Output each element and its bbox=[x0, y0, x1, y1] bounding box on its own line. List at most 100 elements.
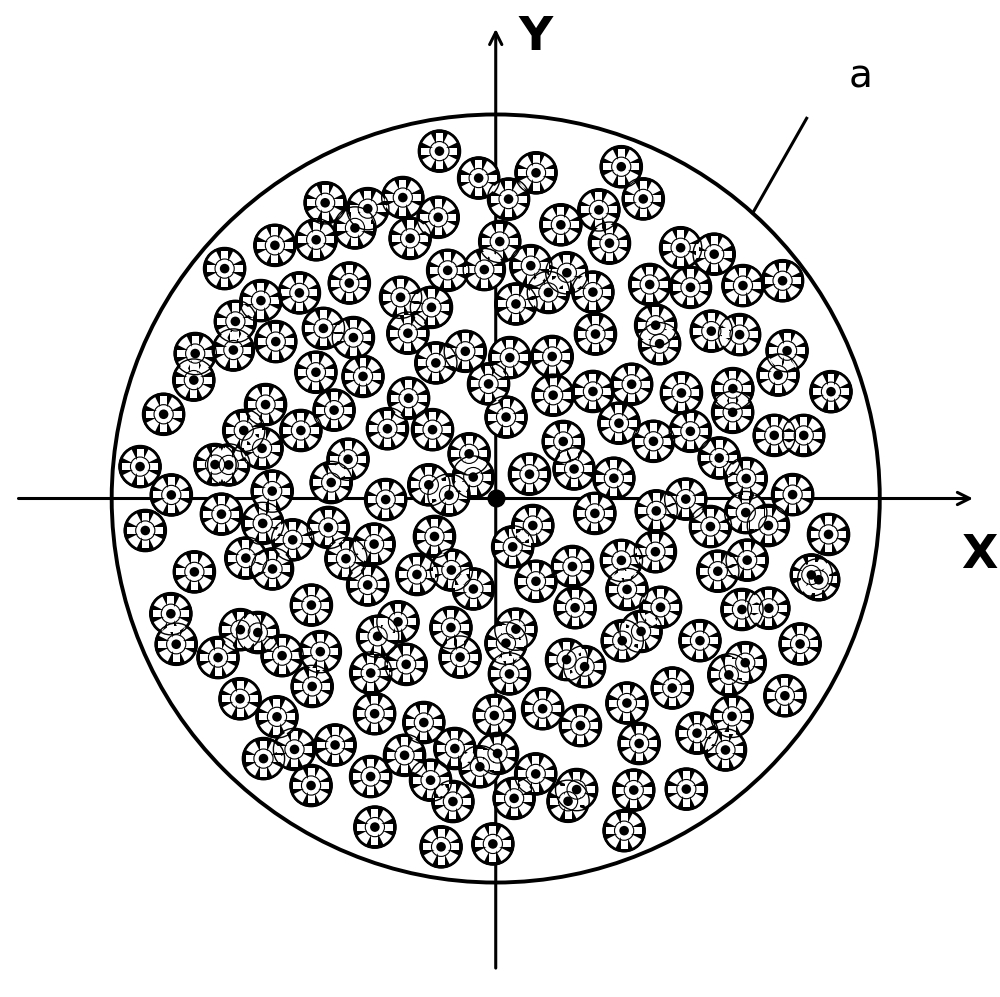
Circle shape bbox=[588, 222, 631, 264]
Circle shape bbox=[741, 507, 751, 517]
FancyArrow shape bbox=[312, 354, 319, 390]
Wedge shape bbox=[245, 449, 262, 466]
Circle shape bbox=[373, 631, 382, 641]
Circle shape bbox=[389, 217, 431, 259]
Circle shape bbox=[383, 424, 392, 434]
Wedge shape bbox=[604, 150, 621, 166]
Wedge shape bbox=[424, 706, 441, 723]
FancyArrow shape bbox=[364, 190, 371, 226]
Wedge shape bbox=[317, 410, 334, 428]
Wedge shape bbox=[434, 610, 451, 627]
FancyArrow shape bbox=[399, 179, 406, 215]
Wedge shape bbox=[223, 630, 240, 647]
Wedge shape bbox=[701, 554, 718, 571]
Circle shape bbox=[213, 653, 223, 662]
Circle shape bbox=[444, 330, 486, 373]
Wedge shape bbox=[716, 413, 733, 430]
FancyArrow shape bbox=[581, 649, 588, 685]
Wedge shape bbox=[550, 273, 567, 290]
Wedge shape bbox=[325, 202, 342, 220]
Wedge shape bbox=[265, 638, 282, 656]
FancyArrow shape bbox=[572, 590, 579, 626]
FancyArrow shape bbox=[317, 742, 353, 749]
Circle shape bbox=[718, 313, 761, 356]
Wedge shape bbox=[398, 622, 415, 639]
Wedge shape bbox=[387, 756, 405, 773]
Wedge shape bbox=[223, 612, 240, 630]
Wedge shape bbox=[284, 414, 301, 431]
FancyArrow shape bbox=[207, 265, 243, 272]
FancyArrow shape bbox=[632, 281, 668, 288]
Circle shape bbox=[748, 587, 790, 629]
Wedge shape bbox=[761, 375, 778, 392]
Wedge shape bbox=[378, 636, 395, 653]
Circle shape bbox=[712, 391, 754, 434]
Wedge shape bbox=[595, 513, 612, 530]
Wedge shape bbox=[354, 656, 371, 673]
Circle shape bbox=[241, 553, 251, 563]
FancyArrow shape bbox=[255, 565, 290, 572]
Circle shape bbox=[686, 282, 695, 292]
Wedge shape bbox=[212, 465, 229, 482]
Circle shape bbox=[532, 374, 574, 417]
Wedge shape bbox=[403, 180, 420, 197]
Wedge shape bbox=[261, 301, 278, 318]
Circle shape bbox=[725, 458, 767, 499]
Wedge shape bbox=[664, 393, 681, 410]
Wedge shape bbox=[178, 354, 195, 371]
Wedge shape bbox=[506, 626, 523, 643]
Wedge shape bbox=[672, 688, 689, 705]
FancyArrow shape bbox=[357, 710, 393, 717]
Wedge shape bbox=[793, 478, 810, 495]
Wedge shape bbox=[469, 437, 486, 454]
Circle shape bbox=[277, 651, 287, 660]
FancyArrow shape bbox=[297, 413, 304, 449]
FancyArrow shape bbox=[371, 810, 378, 845]
FancyArrow shape bbox=[225, 447, 232, 483]
Circle shape bbox=[572, 370, 614, 413]
Circle shape bbox=[563, 645, 606, 688]
Wedge shape bbox=[673, 287, 690, 304]
FancyArrow shape bbox=[619, 623, 626, 659]
FancyArrow shape bbox=[269, 551, 276, 587]
Wedge shape bbox=[770, 334, 787, 351]
Wedge shape bbox=[212, 448, 229, 465]
Wedge shape bbox=[433, 413, 450, 430]
FancyArrow shape bbox=[433, 624, 469, 631]
Wedge shape bbox=[489, 643, 506, 660]
Circle shape bbox=[677, 388, 686, 398]
Wedge shape bbox=[536, 395, 553, 413]
FancyArrow shape bbox=[682, 482, 689, 517]
FancyArrow shape bbox=[197, 461, 233, 468]
Circle shape bbox=[349, 333, 358, 342]
Wedge shape bbox=[145, 513, 162, 530]
FancyArrow shape bbox=[725, 282, 761, 289]
Wedge shape bbox=[318, 745, 335, 762]
Wedge shape bbox=[369, 499, 386, 516]
Wedge shape bbox=[216, 333, 233, 350]
FancyArrow shape bbox=[779, 263, 786, 299]
Wedge shape bbox=[422, 152, 439, 168]
Wedge shape bbox=[316, 222, 333, 240]
FancyArrow shape bbox=[573, 772, 580, 808]
Wedge shape bbox=[716, 372, 733, 389]
Circle shape bbox=[484, 379, 493, 389]
Wedge shape bbox=[627, 686, 644, 703]
Circle shape bbox=[409, 759, 452, 802]
Wedge shape bbox=[514, 799, 531, 816]
Circle shape bbox=[485, 622, 527, 664]
Wedge shape bbox=[463, 750, 480, 767]
FancyArrow shape bbox=[498, 300, 534, 307]
FancyArrow shape bbox=[562, 722, 598, 729]
Wedge shape bbox=[465, 351, 482, 368]
Circle shape bbox=[679, 619, 721, 662]
Wedge shape bbox=[471, 384, 489, 401]
Wedge shape bbox=[683, 623, 700, 641]
Wedge shape bbox=[198, 448, 215, 465]
FancyArrow shape bbox=[475, 161, 482, 196]
Wedge shape bbox=[260, 717, 277, 734]
Wedge shape bbox=[732, 699, 749, 717]
Circle shape bbox=[290, 745, 299, 754]
FancyArrow shape bbox=[591, 496, 598, 531]
Wedge shape bbox=[747, 543, 764, 560]
